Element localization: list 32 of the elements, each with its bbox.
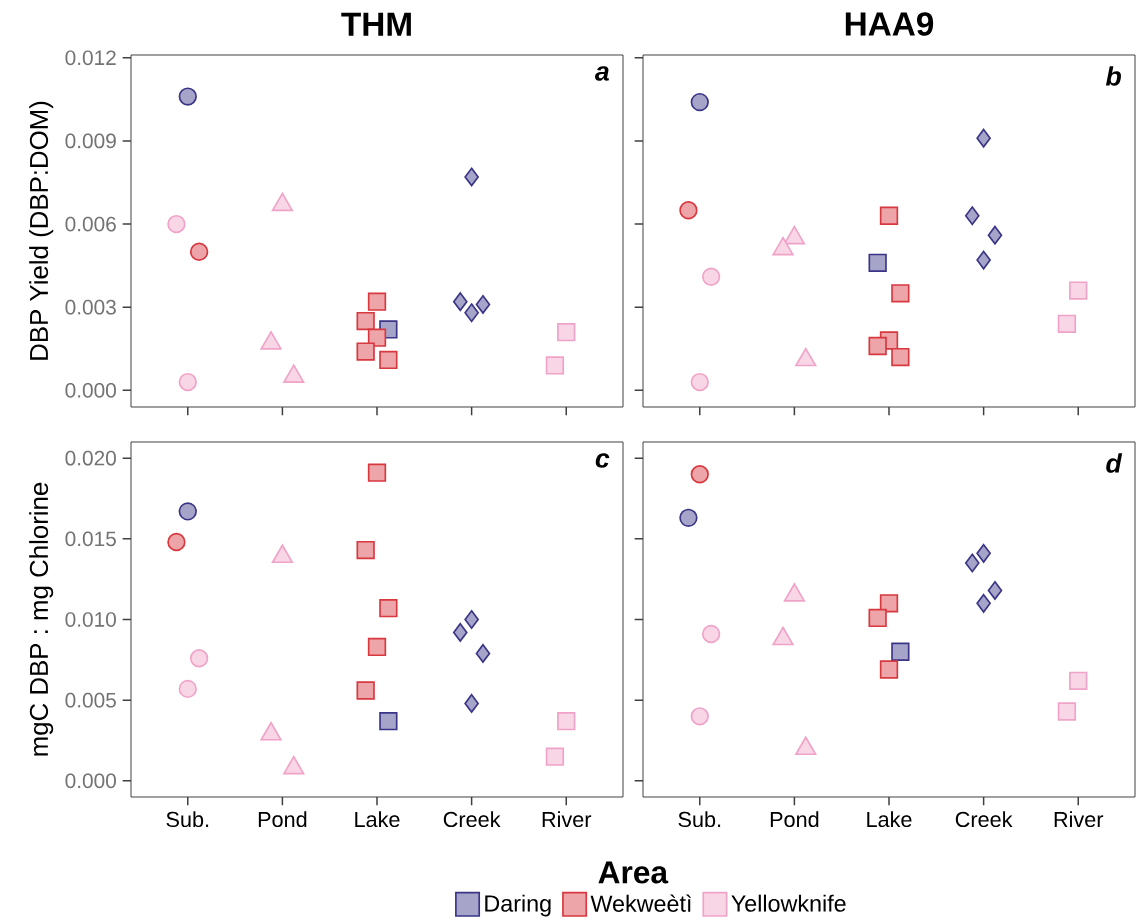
x-axis-title: Area <box>598 861 669 884</box>
chart-title: HAA9 <box>845 12 934 36</box>
annotation: a <box>595 66 609 81</box>
x-tick-label: Sub. <box>166 811 209 828</box>
x-tick-label: River <box>1054 811 1104 828</box>
y-tick-label: 0.006 <box>65 216 116 232</box>
x-tick-label: Lake <box>867 811 912 828</box>
legend-label: Wekweètì <box>590 894 691 912</box>
y-axis-title: mgC DBP : mg Chlorine <box>29 482 54 756</box>
y-tick-label: 0.005 <box>65 692 116 708</box>
x-tick-label: River <box>542 811 592 828</box>
y-tick-label: 0.000 <box>65 773 116 789</box>
x-tick-label: Creek <box>443 811 501 828</box>
x-tick-label: Pond <box>770 811 819 828</box>
y-tick-label: 0.015 <box>65 531 116 547</box>
y-tick-label: 0.003 <box>65 299 116 315</box>
y-tick-label: 0.012 <box>65 50 116 66</box>
y-tick-label: 0.020 <box>65 450 116 466</box>
legend-label: Yellowknife <box>731 894 846 912</box>
x-tick-label: Lake <box>355 811 400 828</box>
y-tick-label: 0.009 <box>65 133 116 149</box>
legend-label: Daring <box>485 894 551 917</box>
x-tick-label: Pond <box>258 811 307 828</box>
chart-title: THM <box>341 12 411 36</box>
annotation: d <box>1106 453 1123 473</box>
annotation: b <box>1105 66 1121 86</box>
y-tick-label: 0.010 <box>65 612 116 627</box>
y-axis-title: DBP Yield (DBP:DOM) <box>29 101 54 360</box>
annotation: c <box>595 453 610 468</box>
y-tick-label: 0.000 <box>65 383 116 398</box>
x-tick-label: Sub. <box>678 811 721 828</box>
x-tick-label: Creek <box>955 811 1013 828</box>
